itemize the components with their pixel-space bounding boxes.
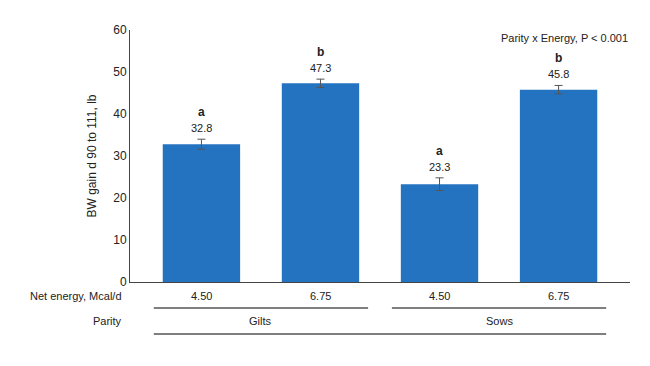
svg-text:4.50: 4.50 — [429, 290, 450, 302]
svg-text:6.75: 6.75 — [310, 290, 331, 302]
svg-text:Gilts: Gilts — [249, 315, 272, 327]
svg-text:45.8: 45.8 — [548, 68, 569, 80]
svg-text:Net energy, Mcal/d: Net energy, Mcal/d — [30, 290, 122, 302]
svg-text:Parity: Parity — [93, 315, 122, 327]
svg-text:b: b — [317, 45, 324, 59]
svg-text:0: 0 — [120, 275, 127, 289]
svg-text:BW gain d 90 to 111, lb: BW gain d 90 to 111, lb — [85, 94, 99, 217]
svg-text:30: 30 — [113, 149, 127, 163]
svg-text:4.50: 4.50 — [191, 290, 212, 302]
svg-text:32.8: 32.8 — [191, 122, 212, 134]
svg-text:a: a — [198, 105, 205, 119]
svg-text:60: 60 — [113, 23, 127, 37]
svg-text:47.3: 47.3 — [310, 62, 331, 74]
svg-text:Parity x Energy, P < 0.001: Parity x Energy, P < 0.001 — [501, 32, 628, 44]
svg-text:6.75: 6.75 — [548, 290, 569, 302]
svg-text:40: 40 — [113, 107, 127, 121]
svg-text:10: 10 — [113, 233, 127, 247]
svg-text:Sows: Sows — [486, 315, 513, 327]
svg-text:50: 50 — [113, 65, 127, 79]
svg-text:a: a — [436, 144, 443, 158]
svg-text:23.3: 23.3 — [429, 161, 450, 173]
svg-text:b: b — [555, 51, 562, 65]
svg-text:20: 20 — [113, 191, 127, 205]
